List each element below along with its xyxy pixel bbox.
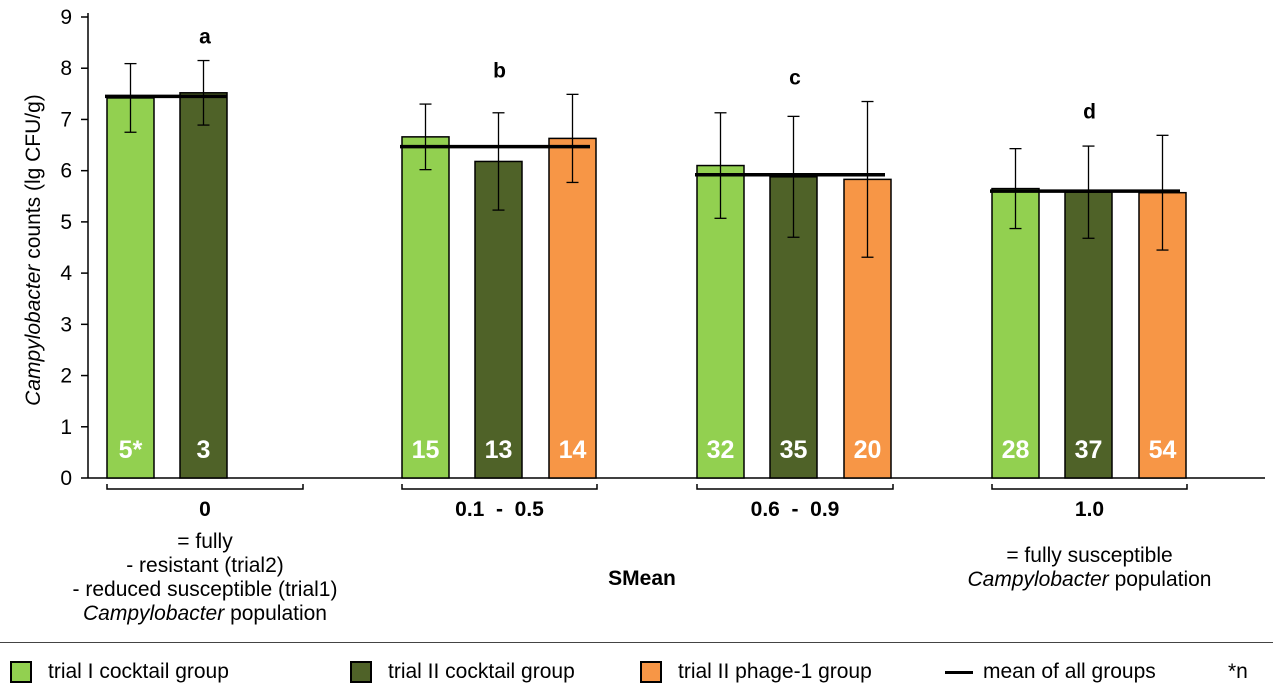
bar bbox=[106, 97, 155, 479]
y-axis-label: Campylobacter counts (lg CFU/g) bbox=[22, 94, 45, 406]
group-bracket bbox=[696, 484, 894, 490]
y-tick-label: 3 bbox=[60, 313, 72, 336]
y-tick-label: 1 bbox=[60, 416, 72, 439]
category-caption: - resistant (trial2) bbox=[126, 554, 284, 577]
legend-item-trial2-phage1: trial II phage-1 group bbox=[640, 658, 872, 686]
legend-label: trial II phage-1 group bbox=[678, 660, 872, 683]
bar-n-label: 35 bbox=[780, 436, 808, 464]
legend-item-trial2-cocktail: trial II cocktail group bbox=[350, 658, 575, 686]
bar bbox=[474, 160, 523, 479]
group-bracket bbox=[991, 484, 1188, 490]
legend: trial I cocktail group trial II cocktail… bbox=[0, 658, 1273, 686]
legend-item-mean: mean of all groups bbox=[945, 658, 1156, 686]
category-caption: = fully bbox=[177, 530, 233, 553]
x-category-label: 0.6 - 0.9 bbox=[751, 498, 840, 521]
x-axis-title: SMean bbox=[608, 567, 676, 590]
group-bracket bbox=[401, 484, 598, 490]
bar bbox=[401, 136, 450, 479]
bar-n-label: 13 bbox=[485, 436, 513, 464]
bar-n-label: 54 bbox=[1149, 436, 1177, 464]
x-category-label: 1.0 bbox=[1075, 498, 1104, 521]
x-category-label: 0.1 - 0.5 bbox=[455, 498, 544, 521]
bar bbox=[179, 92, 228, 479]
bar-n-label: 3 bbox=[197, 436, 211, 464]
bar-n-label: 28 bbox=[1002, 436, 1030, 464]
category-caption: = fully susceptible bbox=[1006, 544, 1172, 567]
y-tick-label: 6 bbox=[60, 160, 72, 183]
x-category-label: 0 bbox=[199, 498, 211, 521]
legend-item-trial1-cocktail: trial I cocktail group bbox=[10, 658, 229, 686]
significance-letter: b bbox=[493, 59, 506, 82]
legend-swatch bbox=[350, 661, 372, 683]
category-caption: Campylobacter population bbox=[968, 568, 1212, 591]
bar-n-label: 37 bbox=[1075, 436, 1103, 464]
y-tick-label: 0 bbox=[60, 467, 72, 490]
category-caption: Campylobacter population bbox=[83, 602, 327, 625]
legend-label: trial I cocktail group bbox=[48, 660, 229, 683]
bar bbox=[1064, 191, 1113, 479]
y-tick-label: 8 bbox=[60, 57, 72, 80]
bar-n-label: 32 bbox=[707, 436, 735, 464]
significance-letter: c bbox=[789, 67, 801, 90]
bar-n-label: 15 bbox=[412, 436, 440, 464]
y-tick-label: 7 bbox=[60, 108, 72, 131]
bar bbox=[991, 187, 1040, 479]
legend-item-n: *n bbox=[1228, 658, 1248, 686]
legend-swatch bbox=[640, 661, 662, 683]
category-caption: - reduced susceptible (trial1) bbox=[73, 578, 338, 601]
y-tick-label: 9 bbox=[60, 6, 72, 29]
legend-swatch bbox=[10, 661, 32, 683]
significance-letter: d bbox=[1083, 100, 1096, 123]
group-bracket bbox=[106, 484, 304, 490]
y-tick-label: 2 bbox=[60, 365, 72, 388]
mean-line-icon bbox=[945, 670, 973, 674]
bar bbox=[548, 137, 597, 479]
legend-label: *n bbox=[1228, 660, 1248, 683]
legend-label: trial II cocktail group bbox=[388, 660, 575, 683]
bar-n-label: 5* bbox=[119, 436, 143, 464]
y-tick-label: 4 bbox=[60, 262, 72, 285]
legend-label: mean of all groups bbox=[983, 660, 1156, 683]
legend-divider bbox=[0, 642, 1273, 643]
significance-letter: a bbox=[199, 26, 211, 49]
bar-n-label: 14 bbox=[559, 436, 587, 464]
bar-n-label: 20 bbox=[854, 436, 882, 464]
y-tick-label: 5 bbox=[60, 211, 72, 234]
